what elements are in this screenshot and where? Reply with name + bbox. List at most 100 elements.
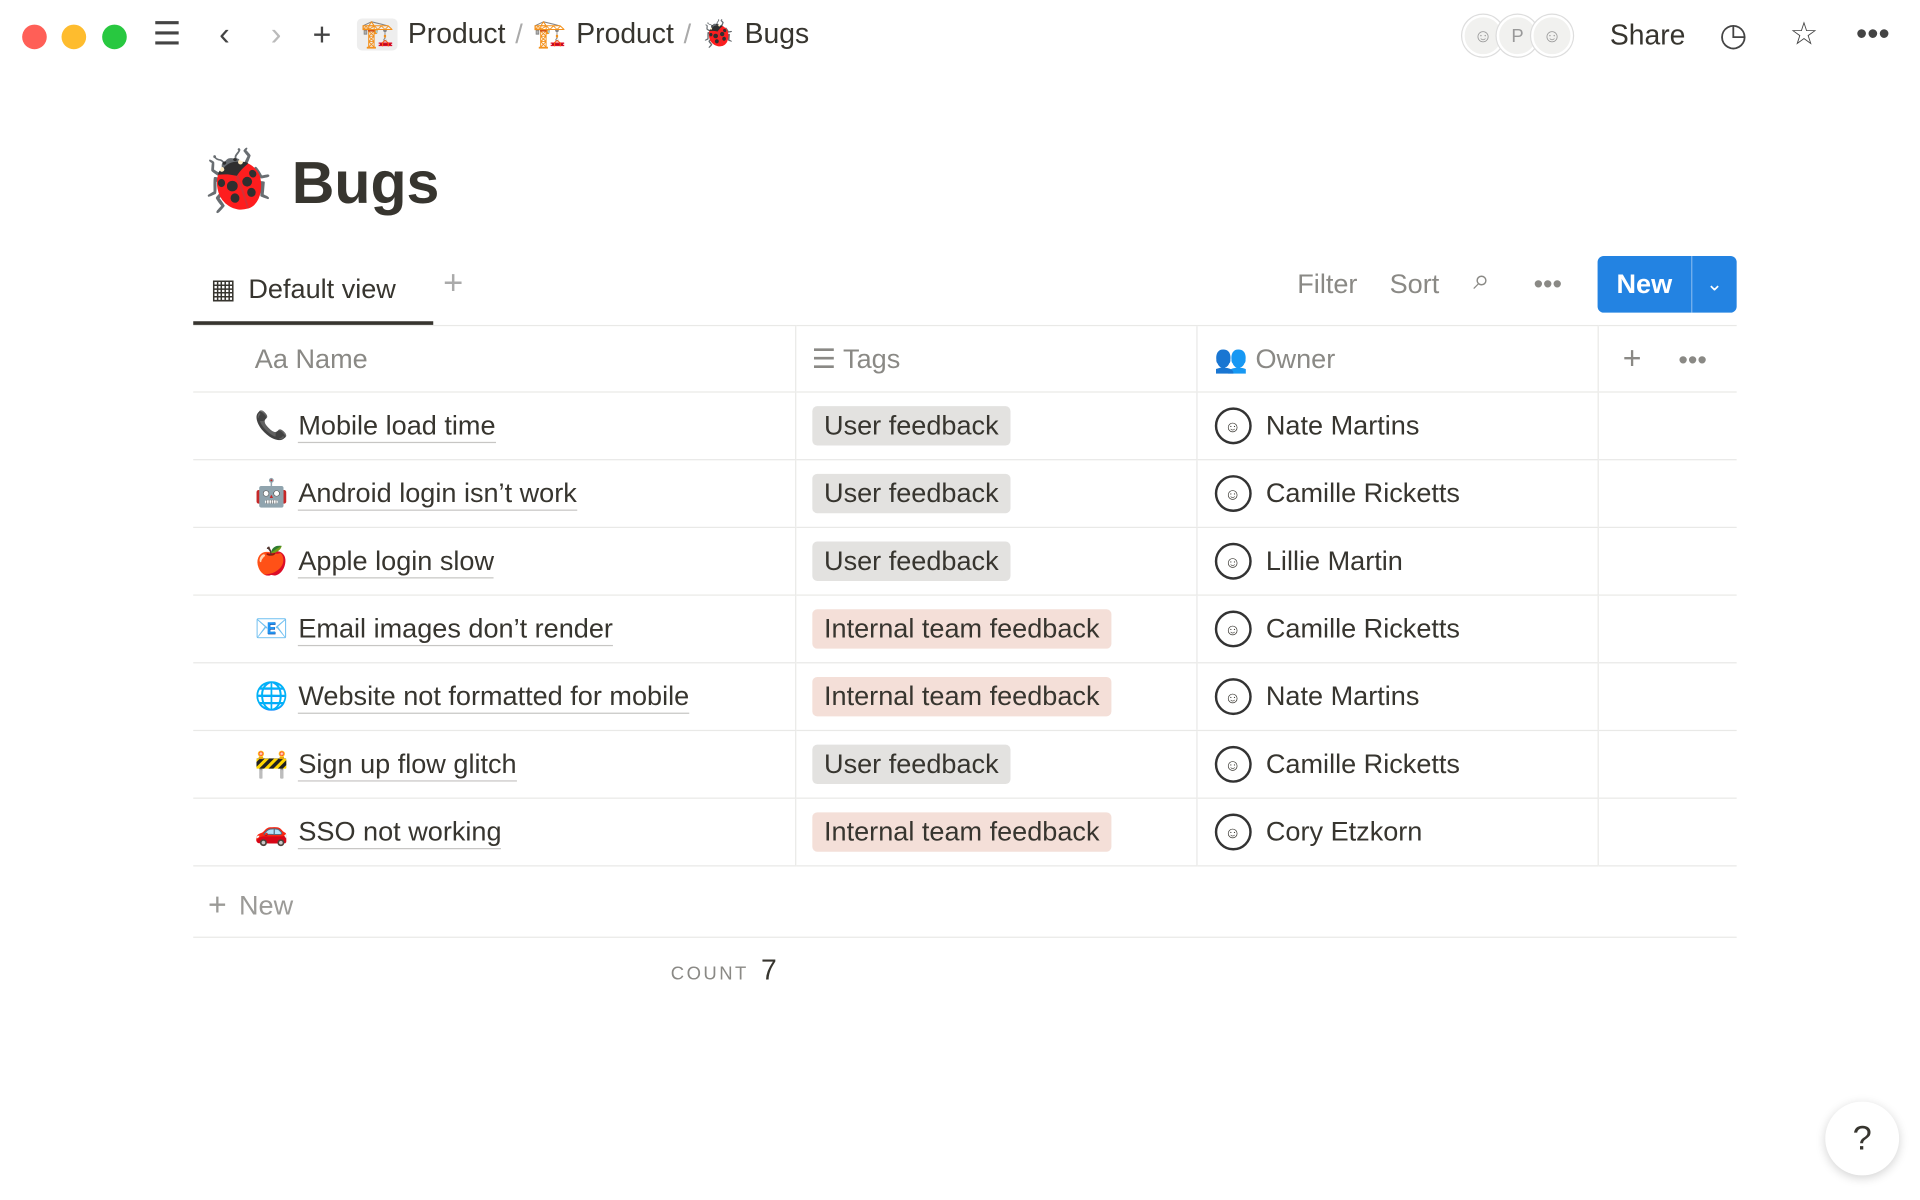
tag-badge: Internal team feedback: [811, 609, 1112, 649]
name-cell[interactable]: 📞 Mobile load time: [193, 391, 796, 461]
name-cell[interactable]: 🚧 Sign up flow glitch: [193, 729, 796, 799]
close-window-button[interactable]: [22, 24, 47, 50]
count-summary[interactable]: COUNT 7: [671, 954, 777, 987]
avatar: ☺: [1214, 745, 1252, 783]
share-button[interactable]: Share: [1609, 18, 1686, 51]
tab-label: Default view: [248, 272, 396, 304]
menu-icon[interactable]: ☰: [152, 14, 182, 52]
more-icon[interactable]: •••: [1856, 14, 1890, 52]
row-icon: 🌐: [254, 680, 289, 712]
maximize-window-button[interactable]: [102, 24, 127, 50]
add-row-button[interactable]: + New: [193, 874, 1737, 938]
row-title[interactable]: Apple login slow: [298, 545, 495, 578]
owner-cell[interactable]: ☺ Cory Etzkorn: [1195, 797, 1598, 867]
ladybug-icon: 🐞: [701, 17, 735, 49]
tags-cell[interactable]: User feedback: [794, 729, 1197, 799]
breadcrumb-item-product[interactable]: Product: [407, 17, 506, 50]
row-title[interactable]: Sign up flow glitch: [298, 748, 517, 781]
tags-cell[interactable]: User feedback: [794, 526, 1197, 596]
tags-cell[interactable]: Internal team feedback: [794, 797, 1197, 867]
ladybug-icon[interactable]: 🐞: [199, 146, 277, 216]
people-icon: 👥: [1214, 342, 1248, 374]
owner-cell[interactable]: ☺ Nate Martins: [1195, 391, 1598, 461]
tags-cell[interactable]: Internal team feedback: [794, 662, 1197, 732]
tags-cell[interactable]: User feedback: [794, 391, 1197, 461]
crane-icon: 🏗️: [356, 17, 399, 50]
name-cell[interactable]: 🍎 Apple login slow: [193, 526, 796, 596]
add-view-icon[interactable]: +: [443, 263, 464, 302]
breadcrumb-item-product[interactable]: Product: [576, 17, 674, 50]
more-icon[interactable]: •••: [1678, 344, 1707, 376]
filter-button[interactable]: Filter: [1297, 268, 1358, 300]
crane-icon: 🏗️: [532, 17, 567, 49]
name-cell[interactable]: 🤖 Android login isn’t work: [193, 459, 796, 529]
empty-cell: [1596, 459, 1737, 529]
owner-name: Nate Martins: [1265, 409, 1420, 441]
owner-name: Camille Ricketts: [1265, 748, 1460, 780]
owner-cell[interactable]: ☺ Nate Martins: [1195, 662, 1598, 732]
avatar: ☺: [1214, 475, 1252, 513]
search-icon[interactable]: ⌕: [1473, 263, 1490, 297]
row-icon: 📞: [254, 409, 289, 441]
page-title[interactable]: Bugs: [291, 151, 440, 217]
add-property-icon[interactable]: +: [1622, 339, 1642, 377]
row-icon: 📧: [254, 612, 289, 644]
avatar: ☺: [1531, 14, 1573, 57]
empty-cell: [1596, 662, 1737, 732]
back-icon[interactable]: ‹: [219, 14, 230, 52]
table-row[interactable]: 🍎 Apple login slow User feedback ☺ Lillie …: [193, 526, 1737, 596]
owner-cell[interactable]: ☺ Camille Ricketts: [1195, 459, 1598, 529]
help-button[interactable]: ?: [1825, 1101, 1900, 1176]
tags-cell[interactable]: Internal team feedback: [794, 594, 1197, 664]
name-cell[interactable]: 📧 Email images don’t render: [193, 594, 796, 664]
name-cell[interactable]: 🚗 SSO not working: [193, 797, 796, 867]
count-label: COUNT: [670, 963, 749, 985]
avatar: ☺: [1214, 407, 1252, 445]
row-title[interactable]: Mobile load time: [298, 409, 496, 443]
owner-cell[interactable]: ☺ Camille Ricketts: [1195, 594, 1598, 664]
owner-name: Nate Martins: [1265, 680, 1420, 712]
row-title[interactable]: Website not formatted for mobile: [298, 680, 690, 714]
row-icon: 🚗: [254, 816, 289, 847]
owner-cell[interactable]: ☺ Camille Ricketts: [1195, 729, 1598, 799]
new-button[interactable]: New ⌄: [1597, 256, 1737, 313]
row-title[interactable]: SSO not working: [298, 815, 502, 849]
owner-cell[interactable]: ☺ Lillie Martin: [1195, 526, 1598, 596]
avatar: ☺: [1214, 678, 1252, 716]
collaborator-avatars[interactable]: ☺ P ☺: [1462, 14, 1573, 57]
column-label: Tags: [843, 342, 901, 374]
owner-name: Lillie Martin: [1265, 545, 1403, 577]
column-header-name[interactable]: Aa Name: [193, 324, 796, 393]
name-cell[interactable]: 🌐 Website not formatted for mobile: [193, 662, 796, 732]
more-icon[interactable]: •••: [1533, 268, 1563, 300]
table-row[interactable]: 📞 Mobile load time User feedback ☺ Nate Ma…: [193, 391, 1737, 461]
new-page-icon[interactable]: +: [312, 16, 332, 53]
row-title[interactable]: Android login isn’t work: [298, 477, 577, 511]
tags-cell[interactable]: User feedback: [794, 459, 1197, 529]
owner-name: Cory Etzkorn: [1265, 816, 1423, 847]
table-row[interactable]: 🤖 Android login isn’t work User feedback …: [193, 459, 1737, 529]
chevron-down-icon[interactable]: ⌄: [1691, 256, 1737, 313]
tag-badge: User feedback: [811, 473, 1011, 514]
sort-button[interactable]: Sort: [1389, 268, 1440, 300]
table-row[interactable]: 📧 Email images don’t render Internal team…: [193, 594, 1737, 664]
plus-icon: +: [208, 886, 227, 924]
row-title[interactable]: Email images don’t render: [298, 612, 613, 646]
forward-icon[interactable]: ›: [270, 14, 282, 52]
row-icon: 🍎: [254, 545, 289, 577]
column-header-owner[interactable]: 👥 Owner: [1195, 324, 1598, 393]
avatar: ☺: [1214, 542, 1252, 580]
table-row[interactable]: 🌐 Website not formatted for mobile Intern…: [193, 662, 1737, 732]
breadcrumb-separator: /: [683, 17, 692, 49]
breadcrumb-item-bugs[interactable]: Bugs: [744, 17, 810, 50]
column-header-tags[interactable]: ☰ Tags: [794, 324, 1197, 393]
table-row[interactable]: 🚗 SSO not working Internal team feedback …: [193, 797, 1737, 867]
text-property-icon: Aa: [254, 342, 288, 374]
tag-badge: User feedback: [811, 541, 1011, 581]
avatar: ☺: [1214, 610, 1252, 648]
star-icon[interactable]: ☆: [1789, 14, 1819, 52]
clock-icon[interactable]: ◷: [1719, 16, 1748, 53]
tab-default-view[interactable]: ▦ Default view: [193, 256, 434, 325]
minimize-window-button[interactable]: [61, 24, 87, 50]
table-row[interactable]: 🚧 Sign up flow glitch User feedback ☺ Cami…: [193, 729, 1737, 799]
